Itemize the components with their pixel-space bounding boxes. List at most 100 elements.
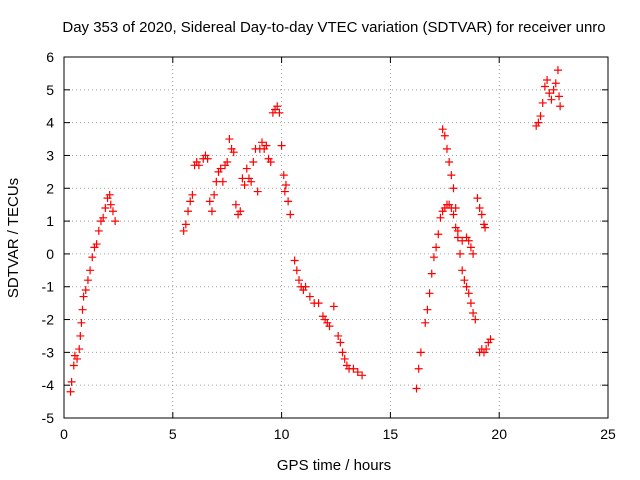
data-point — [179, 226, 188, 235]
data-point — [540, 82, 549, 91]
x-tick-label: 0 — [60, 426, 68, 442]
chart-title: Day 353 of 2020, Sidereal Day-to-day VTE… — [62, 19, 605, 36]
data-point — [536, 112, 545, 121]
data-point — [83, 276, 92, 285]
data-point — [253, 187, 262, 196]
x-axis-label: GPS time / hours — [277, 457, 391, 474]
data-point — [553, 66, 562, 75]
data-point — [451, 203, 460, 212]
data-point — [229, 148, 238, 157]
data-point — [432, 243, 441, 252]
data-point — [88, 253, 97, 262]
data-point — [292, 266, 301, 275]
data-point — [427, 269, 436, 278]
data-point — [111, 217, 120, 226]
y-tick-label: -1 — [42, 279, 55, 295]
data-point — [423, 305, 432, 314]
data-point — [73, 354, 82, 363]
data-point — [434, 230, 443, 239]
data-point — [79, 292, 88, 301]
data-point — [279, 171, 288, 180]
data-point — [184, 207, 193, 216]
data-point — [469, 249, 478, 258]
data-point — [231, 200, 240, 209]
data-point — [194, 161, 203, 170]
data-point — [449, 184, 458, 193]
data-point — [440, 131, 449, 140]
y-tick-label: -3 — [42, 344, 55, 360]
data-point — [477, 210, 486, 219]
data-point — [412, 384, 421, 393]
y-tick-label: 2 — [46, 180, 54, 196]
data-point — [86, 266, 95, 275]
data-point — [262, 141, 271, 150]
data-point — [438, 125, 447, 134]
data-point — [555, 92, 564, 101]
data-point — [92, 240, 101, 249]
data-point — [556, 102, 565, 111]
data-point — [469, 308, 478, 317]
data-point — [305, 292, 314, 301]
data-point — [473, 194, 482, 203]
data-point — [105, 190, 114, 199]
x-tick-label: 15 — [383, 426, 399, 442]
data-point — [273, 102, 282, 111]
data-point — [479, 220, 488, 229]
y-axis-label: SDTVAR / TECUs — [5, 178, 22, 298]
data-point — [78, 305, 87, 314]
y-tick-label: 1 — [46, 213, 54, 229]
data-point — [236, 207, 245, 216]
data-point — [471, 315, 480, 324]
data-point — [486, 335, 495, 344]
data-point — [223, 158, 232, 167]
data-point — [545, 89, 554, 98]
data-point — [76, 331, 85, 340]
x-tick-label: 10 — [274, 426, 290, 442]
data-point — [242, 164, 251, 173]
data-point — [290, 256, 299, 265]
data-point — [336, 338, 345, 347]
data-point — [249, 158, 258, 167]
data-point — [188, 190, 197, 199]
data-point — [101, 203, 110, 212]
data-point — [284, 197, 293, 206]
data-point — [334, 331, 343, 340]
data-point — [314, 299, 323, 308]
data-point — [551, 79, 560, 88]
data-point — [466, 243, 475, 252]
data-point — [464, 289, 473, 298]
data-point — [449, 210, 458, 219]
data-point — [358, 371, 367, 380]
y-tick-label: 6 — [46, 49, 54, 65]
data-point — [225, 135, 234, 144]
x-tick-label: 5 — [169, 426, 177, 442]
data-point — [205, 197, 214, 206]
data-point — [325, 322, 334, 331]
data-point — [416, 348, 425, 357]
data-point — [186, 197, 195, 206]
data-point — [436, 213, 445, 222]
data-point — [456, 249, 465, 258]
data-point — [464, 236, 473, 245]
data-point — [218, 177, 227, 186]
data-point — [482, 345, 491, 354]
y-tick-label: -5 — [42, 410, 55, 426]
y-tick-label: 0 — [46, 246, 54, 262]
data-point — [538, 98, 547, 107]
data-point — [69, 361, 78, 370]
data-point — [458, 266, 467, 275]
data-point — [460, 276, 469, 285]
data-point — [447, 171, 456, 180]
data-point — [247, 177, 256, 186]
data-point — [445, 158, 454, 167]
data-point — [340, 354, 349, 363]
y-tick-label: 5 — [46, 82, 54, 98]
data-point — [286, 210, 295, 219]
data-point — [466, 299, 475, 308]
data-point — [66, 387, 75, 396]
data-point — [275, 108, 284, 117]
data-point — [442, 144, 451, 153]
data-point — [81, 286, 90, 295]
data-point — [453, 226, 462, 235]
